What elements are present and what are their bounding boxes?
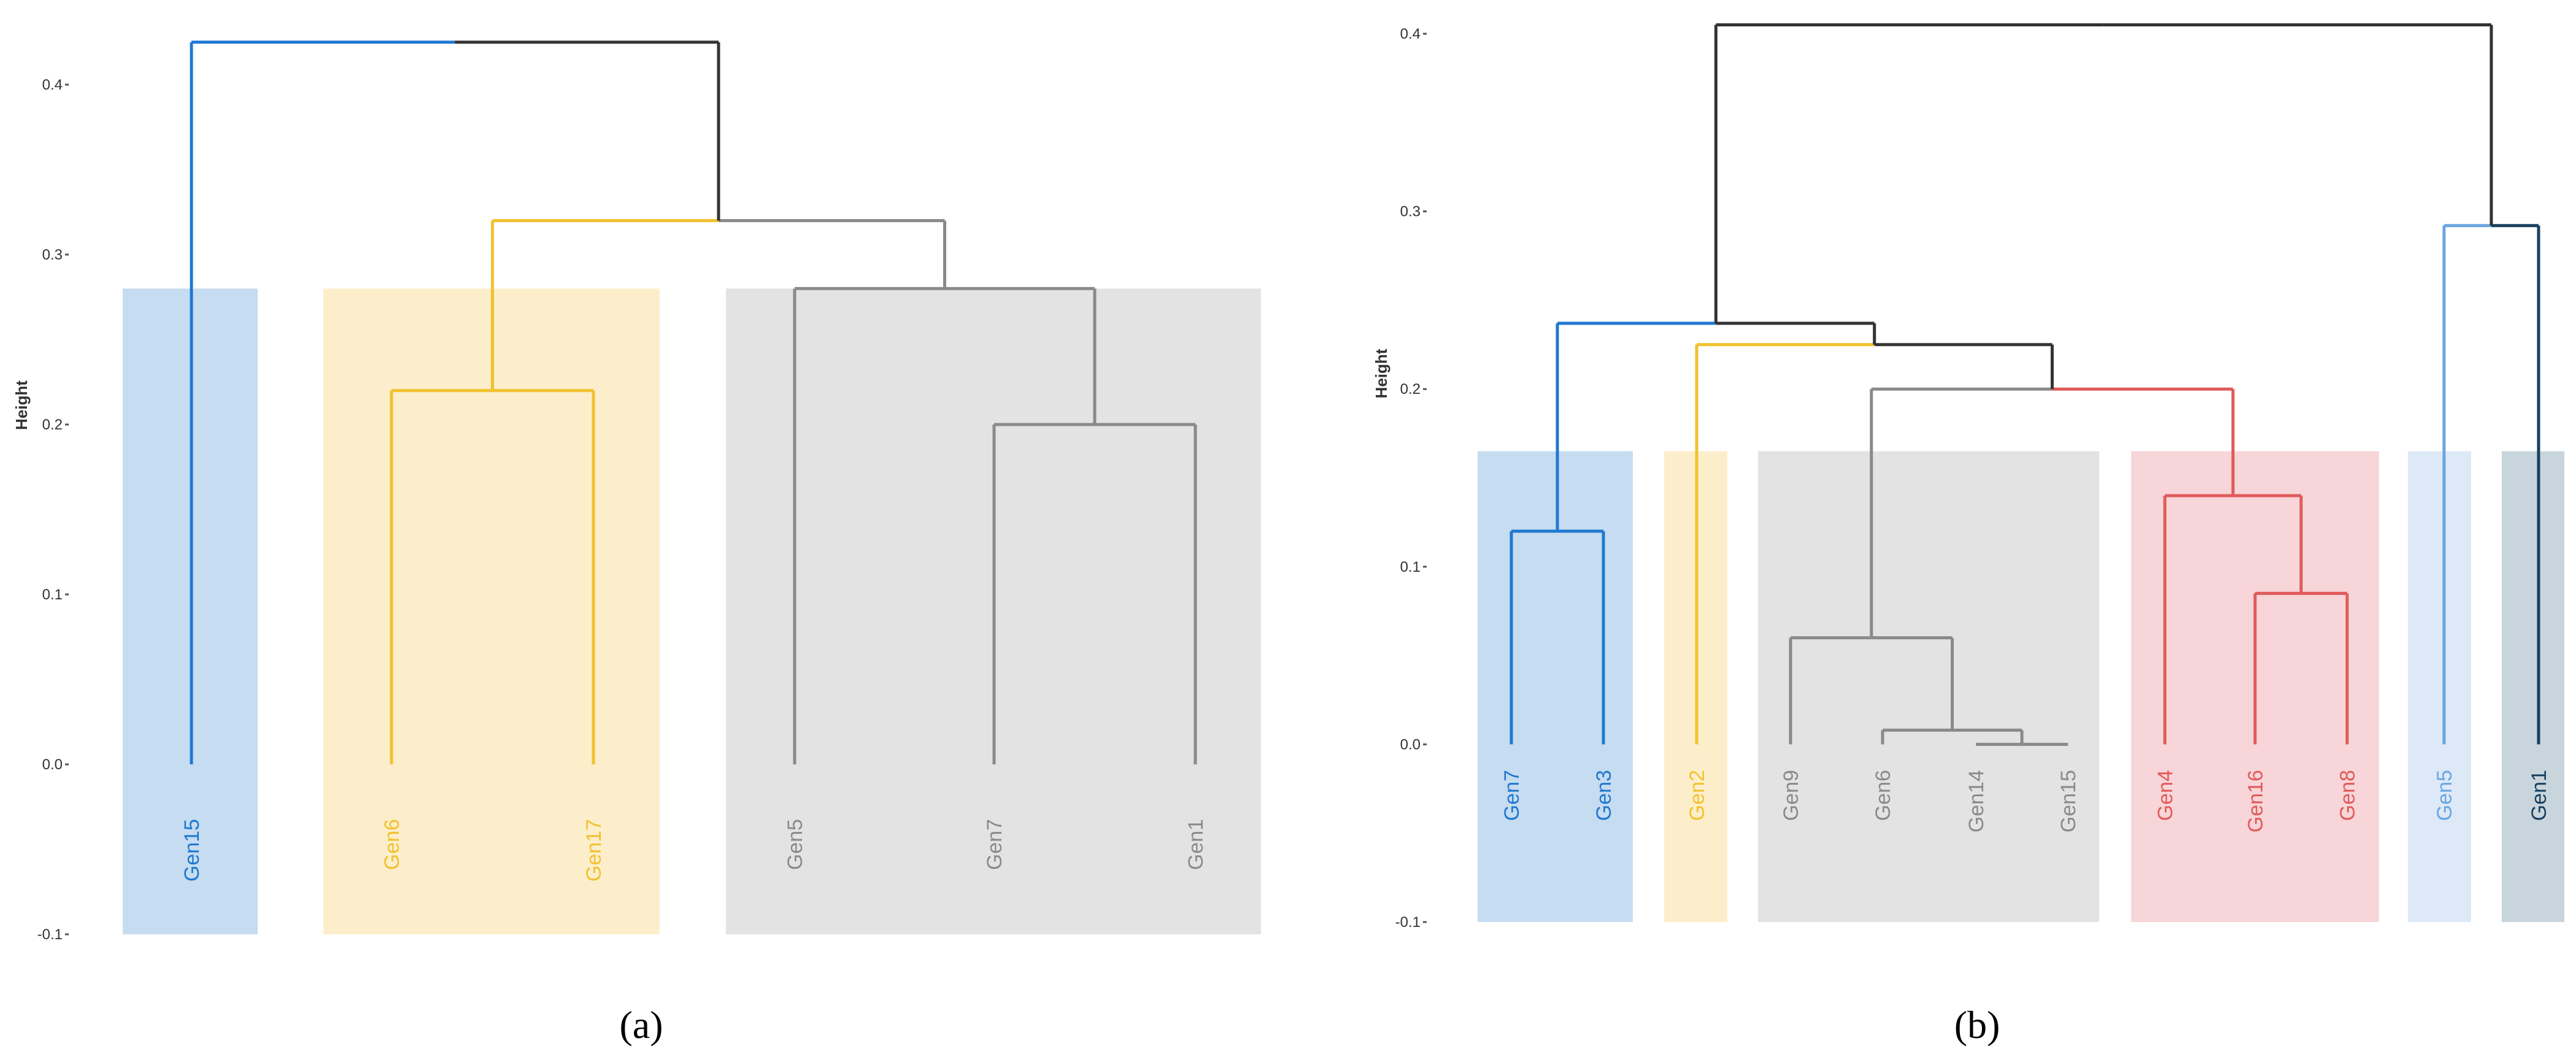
caption-b: (b): [1954, 1003, 2000, 1047]
leaf-label-gen1: Gen1: [2528, 770, 2551, 821]
y-tick-label: 0.4: [1400, 26, 1421, 42]
y-axis-title: Height: [1372, 348, 1390, 398]
cluster-box-3: [1758, 451, 2099, 922]
leaf-label-gen6: Gen6: [1872, 770, 1895, 821]
leaf-label-gen7: Gen7: [1500, 770, 1524, 821]
y-tick-label: 0.0: [42, 756, 63, 773]
leaf-label-gen5: Gen5: [784, 819, 807, 870]
leaf-label-gen3: Gen3: [1592, 770, 1616, 821]
y-tick-label: 0.3: [1400, 204, 1421, 220]
leaf-label-gen7: Gen7: [983, 819, 1006, 870]
y-axis-title: Height: [12, 380, 31, 430]
cluster-box-2: [323, 288, 660, 934]
leaf-label-gen1: Gen1: [1184, 819, 1208, 870]
dendrogram-panel-b: -0.1 0.0 0.1 0.2 0.3 0.4 Height Gen7 Gen3 Gen2 Gen…: [1372, 23, 2564, 931]
leaf-label-gen14: Gen14: [1965, 770, 1988, 832]
y-tick-label: -0.1: [37, 926, 63, 943]
cluster-box-5: [2408, 451, 2471, 922]
y-tick-label: -0.1: [1395, 914, 1421, 931]
leaf-label-gen6: Gen6: [380, 819, 404, 870]
y-tick-label: 0.2: [42, 417, 63, 433]
leaf-label-gen9: Gen9: [1780, 770, 1803, 821]
leaf-label-gen2: Gen2: [1686, 770, 1709, 821]
cluster-box-6: [2502, 451, 2564, 922]
y-tick-label: 0.1: [42, 586, 63, 603]
leaf-label-gen17: Gen17: [582, 819, 606, 882]
y-tick-label: 0.4: [42, 77, 63, 93]
leaf-label-gen16: Gen16: [2244, 770, 2267, 832]
cluster-box-1: [1478, 451, 1633, 922]
y-tick-label: 0.2: [1400, 381, 1421, 398]
dendrogram-panel-a: -0.1 0.0 0.1 0.2 0.3 0.4 Height Gen15 Gen6 Gen17 G…: [12, 40, 1261, 943]
caption-a: (a): [619, 1003, 663, 1047]
y-tick-label: 0.3: [42, 247, 63, 263]
y-tick-label: 0.0: [1400, 736, 1421, 753]
leaf-label-gen15: Gen15: [180, 819, 204, 882]
y-tick-label: 0.1: [1400, 559, 1421, 575]
leaf-label-gen4: Gen4: [2154, 770, 2177, 821]
leaf-label-gen15: Gen15: [2057, 770, 2080, 832]
leaf-label-gen8: Gen8: [2336, 770, 2359, 821]
leaf-label-gen5: Gen5: [2433, 770, 2456, 821]
